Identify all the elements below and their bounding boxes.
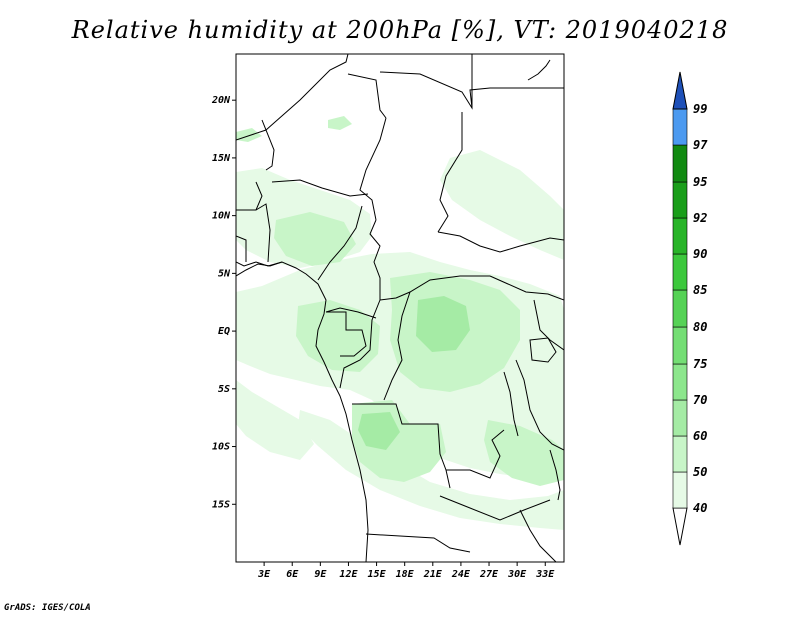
border-south-sudan-uganda: [489, 275, 564, 301]
colorbar-bin: [672, 217, 688, 255]
border-burkina: [236, 181, 263, 211]
border-sudan-south: [437, 231, 564, 253]
lon-label: 6E: [286, 569, 299, 580]
colorbar-label: 92: [693, 211, 707, 225]
lon-label: 24E: [451, 569, 471, 580]
humidity-region-nigeria: [274, 212, 356, 266]
colorbar-bin: [672, 399, 688, 437]
border-drc-zambia: [446, 429, 505, 479]
map-title: Relative humidity at 200hPa [%], VT: 201…: [71, 16, 729, 44]
humidity-region-north-patch-1: [328, 116, 352, 130]
colorbar-label: 99: [693, 102, 707, 116]
border-algeria-niger: [236, 54, 349, 141]
colorbar-bin: [672, 181, 688, 219]
lake-malawi: [549, 449, 561, 501]
colorbar-label: 97: [693, 138, 708, 152]
border-niger-libya: [347, 73, 387, 119]
colorbar-label: 90: [693, 247, 707, 261]
colorbar-label: 85: [693, 283, 707, 297]
border-niger-nigeria: [271, 179, 369, 197]
lake-victoria: [529, 337, 557, 363]
humidity-region-angola-deep: [358, 412, 400, 450]
longitude-axis: 3E 6E 9E 12E 15E 18E 21E 24E 27E 30E 33E: [257, 562, 555, 580]
colorbar-bin: [672, 144, 688, 183]
lon-label: 12E: [339, 569, 358, 580]
border-kenya: [533, 299, 564, 351]
border-mozambique: [519, 509, 557, 562]
humidity-region-south-band: [298, 410, 564, 530]
lon-label: 9E: [314, 569, 327, 580]
colorbar-label: 50: [693, 465, 707, 479]
border-egypt-sudan: [469, 87, 564, 109]
lon-label: 3E: [257, 569, 271, 580]
lat-label: 15N: [212, 153, 231, 164]
border-lake-tanganyika: [503, 371, 519, 437]
colorbar: 40 50 60 70 75 80 85 90 92 95 97 99: [672, 71, 708, 546]
border-benin: [255, 203, 271, 263]
border-nigeria-cameroon: [317, 205, 363, 281]
colorbar-bin: [672, 326, 688, 365]
lon-label: 27E: [479, 569, 499, 580]
colorbar-bin: [672, 435, 688, 473]
border-chad-car: [369, 219, 381, 300]
colorbar-bin: [672, 363, 688, 401]
latitude-axis: 20N 15N 10N 5N EQ 5S 10S 15S: [211, 95, 236, 510]
lat-label: 10S: [212, 442, 230, 453]
lat-label: 5S: [218, 384, 230, 395]
border-ghana-togo: [236, 235, 247, 262]
border-car-south: [379, 275, 490, 301]
credit-text: GrADS: IGES/COLA: [4, 603, 91, 613]
colorbar-label: 70: [693, 393, 707, 407]
colorbar-label: 60: [693, 429, 707, 443]
humidity-region-northeast: [440, 150, 564, 260]
border-zambia-south: [439, 495, 551, 521]
colorbar-bottom-cap: [672, 507, 688, 546]
map-frame: [235, 53, 565, 563]
border-car-drc: [383, 291, 411, 401]
humidity-field: [236, 54, 564, 562]
colorbar-label: 80: [693, 320, 707, 334]
lat-label: EQ: [218, 326, 230, 337]
lat-label: 20N: [211, 95, 231, 106]
lon-label: 33E: [535, 569, 555, 580]
country-borders: [236, 54, 564, 562]
colorbar-label: 95: [693, 175, 707, 189]
humidity-region-congo-deep: [416, 296, 470, 352]
colorbar-top-cap: [672, 71, 688, 110]
border-chad-sudan: [437, 112, 463, 233]
humidity-region-north-patch-2: [236, 128, 262, 142]
colorbar-label: 40: [693, 501, 707, 515]
border-mali-niger: [261, 119, 275, 171]
humidity-region-gabon-coast: [296, 300, 380, 372]
lon-label: 21E: [423, 569, 443, 580]
colorbar-bin: [672, 253, 688, 291]
colorbar-bin: [672, 289, 688, 328]
border-gabon: [326, 311, 367, 357]
colorbar-bin: [672, 471, 688, 509]
border-angola-namibia: [365, 533, 471, 553]
lat-label: 5N: [218, 268, 231, 279]
coastline-red-sea: [527, 59, 551, 81]
lon-label: 30E: [507, 569, 527, 580]
humidity-region-southwest: [236, 380, 314, 460]
lat-label: 15S: [212, 499, 230, 510]
colorbar-label: 75: [693, 357, 707, 371]
border-cameroon-gabon: [325, 307, 377, 319]
border-niger-chad: [359, 117, 387, 221]
lat-label: 10N: [212, 211, 231, 222]
border-tanzania: [515, 359, 564, 451]
lon-label: 15E: [368, 569, 387, 580]
lon-label: 18E: [396, 569, 415, 580]
colorbar-bin: [672, 108, 688, 146]
coastline-gulf-of-guinea: [236, 261, 283, 267]
